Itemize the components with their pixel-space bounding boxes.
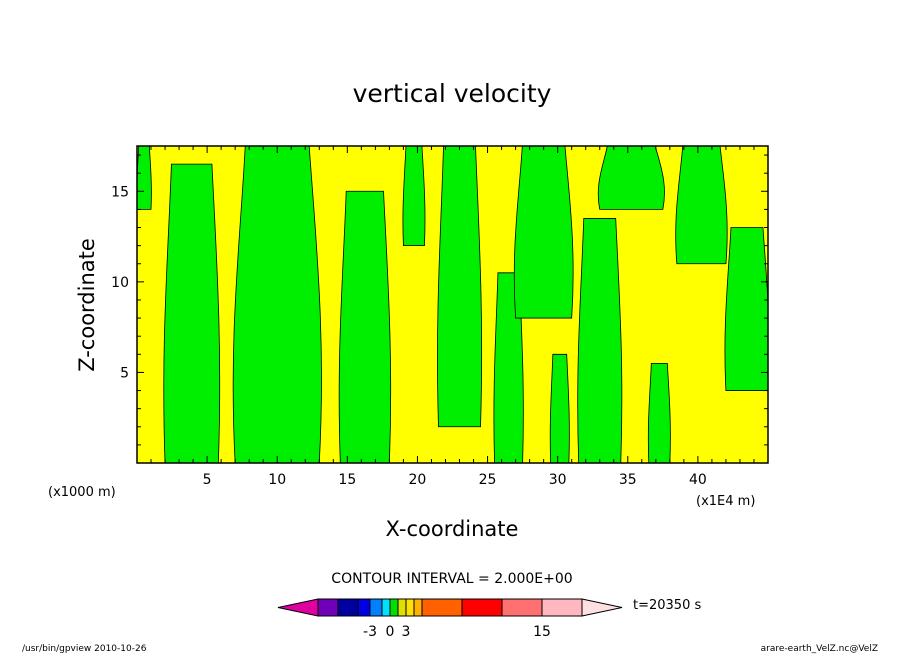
colorbar-left-arrow (277, 598, 319, 617)
negative-region-7 (513, 146, 574, 319)
negative-region-1 (163, 163, 221, 463)
y-axis-title: Z-coordinate (75, 238, 99, 372)
colorbar-segment (317, 598, 339, 617)
x-tick-label: 5 (203, 472, 212, 488)
negative-region-9 (577, 218, 623, 463)
colorbar-tick-label: 3 (402, 624, 411, 640)
y-tick-label: 15 (111, 184, 129, 200)
colorbar-segment (405, 598, 415, 617)
colorbar-segment (541, 598, 583, 617)
x-axis-units: (x1E4 m) (696, 494, 755, 509)
footer-right: arare-earth_VelZ.nc@VelZ (761, 644, 878, 654)
x-tick-label: 30 (549, 472, 567, 488)
y-axis-units: (x1000 m) (48, 485, 116, 500)
colorbar-segment (501, 598, 543, 617)
negative-region-12 (675, 146, 728, 265)
colorbar-segment (397, 598, 407, 617)
negative-region-2 (232, 146, 322, 463)
x-tick-label: 35 (619, 472, 637, 488)
contour-interval-label: CONTOUR INTERVAL = 2.000E+00 (331, 571, 572, 587)
x-axis: 5 10 15 20 25 30 35 40 (150, 146, 755, 488)
negative-region-0 (137, 146, 152, 210)
negative-region-11 (647, 362, 671, 463)
colorbar-segment (357, 598, 371, 617)
colorbar-segment (413, 598, 423, 617)
colorbar-segment (369, 598, 383, 617)
velocity-field (137, 146, 768, 463)
x-tick-label: 10 (268, 472, 286, 488)
colorbar-tick-label: 15 (533, 624, 551, 640)
colorbar: -3 0 3 15 (277, 598, 623, 640)
x-tick-label: 25 (479, 472, 497, 488)
negative-region-5 (437, 146, 483, 428)
colorbar-segment (421, 598, 463, 617)
negative-region-8 (549, 353, 570, 463)
plot-frame (136, 145, 769, 464)
x-tick-label: 40 (689, 472, 707, 488)
negative-region-4 (402, 146, 426, 247)
y-tick-label: 10 (111, 275, 129, 291)
negative-region-3 (338, 190, 392, 463)
colorbar-segment (381, 598, 391, 617)
y-axis: 5 10 15 (111, 154, 768, 446)
y-tick-label: 5 (120, 365, 129, 381)
x-tick-label: 15 (338, 472, 356, 488)
plot-area (136, 145, 769, 464)
colorbar-segment (337, 598, 359, 617)
x-axis-title: X-coordinate (386, 517, 519, 541)
negative-region-13 (724, 227, 768, 391)
x-tick-label: 20 (409, 472, 427, 488)
colorbar-tick-label: -3 (363, 624, 377, 640)
negative-region-10 (597, 146, 665, 210)
chart-title: vertical velocity (353, 79, 552, 108)
colorbar-right-arrow (581, 598, 623, 617)
colorbar-tick-label: 0 (386, 624, 395, 640)
colorbar-segment (461, 598, 503, 617)
colorbar-segment (389, 598, 399, 617)
time-label: t=20350 s (633, 598, 701, 613)
footer-left: /usr/bin/gpview 2010-10-26 (22, 644, 147, 654)
